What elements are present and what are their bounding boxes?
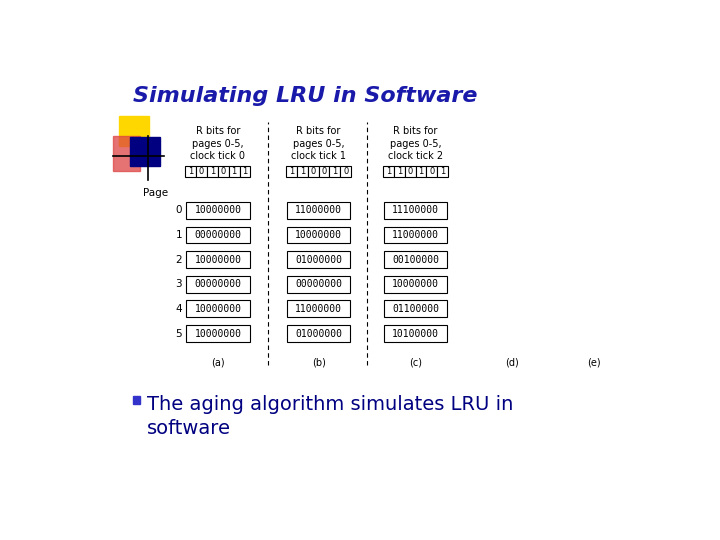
Bar (405, 166, 415, 177)
Bar (330, 166, 341, 177)
Text: Simulating LRU in Software: Simulating LRU in Software (132, 86, 477, 106)
Bar (120, 117, 149, 146)
Bar (207, 166, 218, 177)
Bar (384, 251, 447, 268)
Text: 2: 2 (176, 255, 182, 265)
Text: The aging algorithm simulates LRU in
software: The aging algorithm simulates LRU in sof… (147, 395, 513, 438)
Bar (240, 166, 251, 177)
Text: 1: 1 (243, 167, 248, 177)
Text: 11000000: 11000000 (295, 205, 342, 215)
Bar (307, 166, 319, 177)
Bar (384, 226, 447, 244)
Bar (384, 300, 447, 318)
Text: 1: 1 (188, 167, 194, 177)
Bar (186, 251, 250, 268)
Bar (186, 325, 250, 342)
Bar (426, 166, 437, 177)
Bar (394, 166, 405, 177)
Text: 1: 1 (289, 167, 294, 177)
Text: 0: 0 (429, 167, 434, 177)
Text: (a): (a) (211, 357, 225, 367)
Text: 1: 1 (397, 167, 402, 177)
Text: 11000000: 11000000 (392, 230, 439, 240)
Text: R bits for
pages 0-5,
clock tick 2: R bits for pages 0-5, clock tick 2 (388, 126, 443, 161)
Bar (287, 202, 351, 219)
Text: 01100000: 01100000 (392, 304, 439, 314)
Text: 0: 0 (176, 205, 182, 215)
Text: 10000000: 10000000 (194, 255, 241, 265)
Bar (132, 396, 140, 403)
Text: 10100000: 10100000 (392, 328, 439, 339)
Text: (e): (e) (587, 357, 600, 367)
Bar (229, 166, 240, 177)
Bar (186, 300, 250, 318)
Bar (319, 166, 330, 177)
Bar (186, 226, 250, 244)
Text: 10000000: 10000000 (194, 304, 241, 314)
Bar (185, 166, 196, 177)
Text: 01000000: 01000000 (295, 255, 342, 265)
Text: Page: Page (143, 188, 168, 198)
Text: (c): (c) (409, 357, 422, 367)
Text: 1: 1 (210, 167, 215, 177)
Text: 0: 0 (220, 167, 226, 177)
Bar (383, 166, 394, 177)
Text: 0: 0 (343, 167, 348, 177)
Text: R bits for
pages 0-5,
clock tick 1: R bits for pages 0-5, clock tick 1 (291, 126, 346, 161)
Bar (287, 325, 351, 342)
Text: 3: 3 (176, 279, 182, 289)
Bar (297, 166, 307, 177)
Text: 01000000: 01000000 (295, 328, 342, 339)
Text: 4: 4 (176, 304, 182, 314)
Text: 0: 0 (310, 167, 316, 177)
Text: 1: 1 (386, 167, 391, 177)
Bar (113, 137, 140, 171)
Text: 5: 5 (176, 328, 182, 339)
Text: 10000000: 10000000 (295, 230, 342, 240)
Text: 00000000: 00000000 (194, 279, 241, 289)
Text: 0: 0 (199, 167, 204, 177)
Bar (287, 251, 351, 268)
Text: 0: 0 (321, 167, 327, 177)
Text: R bits for
pages 0-5,
clock tick 0: R bits for pages 0-5, clock tick 0 (190, 126, 246, 161)
Bar (437, 166, 448, 177)
Bar (130, 137, 160, 166)
Text: 1: 1 (418, 167, 423, 177)
Text: 1: 1 (332, 167, 338, 177)
Text: 1: 1 (232, 167, 237, 177)
Bar (384, 325, 447, 342)
Text: 10000000: 10000000 (194, 205, 241, 215)
Text: 11100000: 11100000 (392, 205, 439, 215)
Text: 1: 1 (300, 167, 305, 177)
Text: 10000000: 10000000 (392, 279, 439, 289)
Bar (186, 276, 250, 293)
Bar (287, 276, 351, 293)
Text: 00000000: 00000000 (295, 279, 342, 289)
Text: 11000000: 11000000 (295, 304, 342, 314)
Bar (186, 202, 250, 219)
Bar (287, 300, 351, 318)
Bar (287, 226, 351, 244)
Text: 1: 1 (440, 167, 445, 177)
Bar (384, 276, 447, 293)
Text: 00100000: 00100000 (392, 255, 439, 265)
Bar (196, 166, 207, 177)
Bar (341, 166, 351, 177)
Text: 00000000: 00000000 (194, 230, 241, 240)
Bar (218, 166, 229, 177)
Bar (384, 202, 447, 219)
Text: (d): (d) (505, 357, 519, 367)
Text: 10000000: 10000000 (194, 328, 241, 339)
Text: 0: 0 (408, 167, 413, 177)
Bar (286, 166, 297, 177)
Text: (b): (b) (312, 357, 325, 367)
Bar (415, 166, 426, 177)
Text: 1: 1 (176, 230, 182, 240)
